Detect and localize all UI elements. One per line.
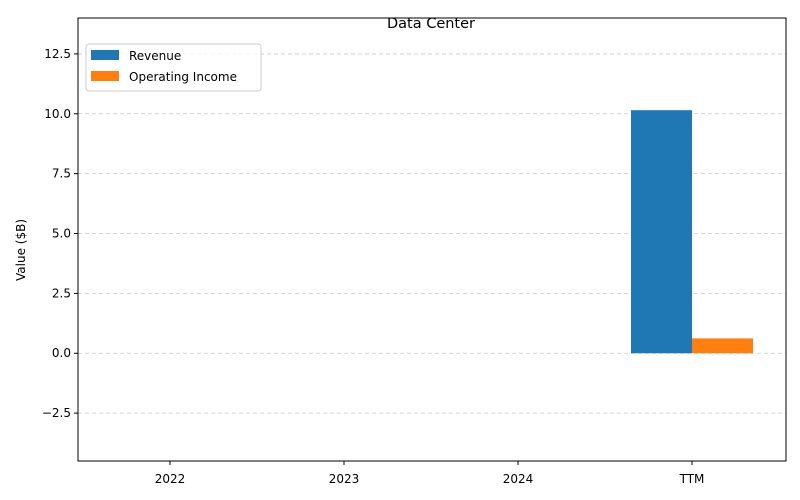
legend: Revenue Operating Income: [85, 43, 262, 92]
legend-swatch: [91, 71, 119, 81]
x-tick-label: 2023: [329, 472, 360, 486]
bars: [631, 110, 753, 354]
legend-swatch: [91, 50, 119, 60]
x-axis: 2022 2023 2024 TTM: [155, 461, 705, 486]
bar-revenue-ttm: [631, 110, 692, 354]
y-axis: −2.5 0.0 2.5 5.0 7.5 10.0 12.5: [42, 47, 78, 420]
legend-box: [85, 43, 262, 92]
y-tick-label: 7.5: [52, 167, 71, 181]
y-tick-label: 2.5: [52, 286, 71, 300]
chart-title: Data Center: [387, 16, 475, 32]
y-tick-label: 12.5: [44, 47, 71, 61]
y-tick-label: −2.5: [42, 406, 71, 420]
x-tick-label: 2022: [155, 472, 186, 486]
x-tick-label: 2024: [503, 472, 534, 486]
y-axis-label: Value ($B): [14, 219, 28, 281]
legend-entry-label: Revenue: [129, 49, 181, 63]
y-tick-label: 5.0: [52, 227, 71, 241]
plot-frame: [77, 17, 787, 462]
x-tick-label: TTM: [679, 472, 705, 486]
legend-entry-label: Operating Income: [129, 70, 237, 84]
y-tick-label: 0.0: [52, 346, 71, 360]
bar-operating-income-ttm: [692, 338, 753, 354]
y-tick-label: 10.0: [44, 107, 71, 121]
